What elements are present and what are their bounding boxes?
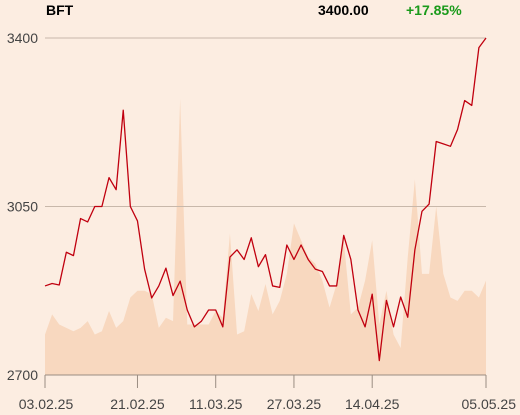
- price-label: 3400.00: [318, 2, 369, 18]
- price-line: [44, 37, 487, 362]
- x-tick-label: 05.05.25: [462, 396, 517, 412]
- x-tick-label: 21.02.25: [110, 396, 165, 412]
- ticker-label: BFT: [46, 2, 74, 18]
- y-tick-label: 3050: [7, 199, 38, 215]
- volume-layer: [45, 98, 486, 375]
- volume-area: [45, 98, 486, 375]
- x-tick-label: 03.02.25: [19, 396, 74, 412]
- line-layer: [44, 37, 487, 362]
- axis-layer: [44, 374, 487, 388]
- label-layer: 2700 3050 3400 03.02.25 21.02.25 11.03.25 27.0…: [7, 30, 516, 412]
- y-tick-label: 3400: [7, 30, 38, 46]
- y-tick-label: 2700: [7, 367, 38, 383]
- x-tick-label: 14.04.25: [345, 396, 400, 412]
- change-label: +17.85%: [406, 2, 462, 18]
- x-tick-label: 11.03.25: [189, 396, 243, 412]
- grid-layer: [45, 37, 486, 207]
- x-tick-label: 27.03.25: [267, 396, 322, 412]
